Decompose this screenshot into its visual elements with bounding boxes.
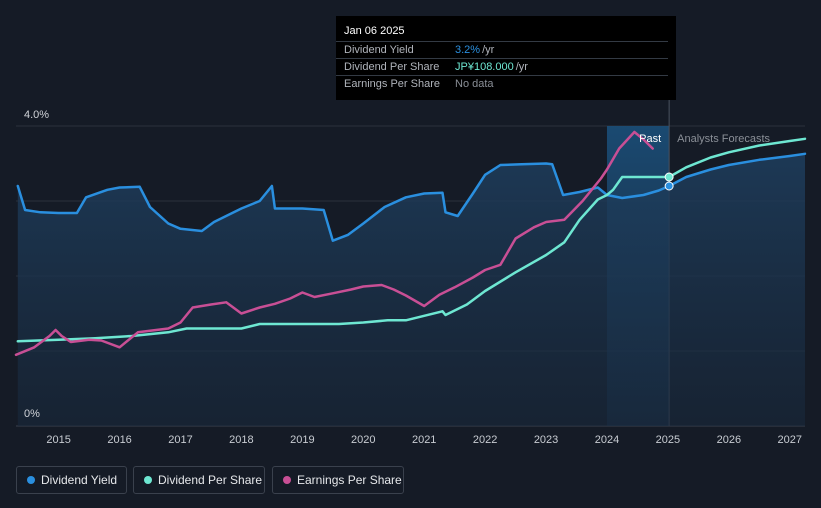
tooltip-row-earnings-per-share: Earnings Per Share No data (336, 75, 668, 93)
legend-dot-icon (27, 476, 35, 484)
highlight-point (664, 172, 674, 182)
legend-label: Earnings Per Share (297, 473, 402, 487)
x-tick-label: 2016 (107, 434, 131, 446)
tooltip-label: Dividend Per Share (344, 61, 440, 73)
y-tick-label: 0% (24, 408, 40, 420)
y-tick-label: 4.0% (24, 109, 49, 121)
x-tick-label: 2023 (534, 434, 558, 446)
series-area-dividend-yield (17, 153, 806, 427)
x-tick-label: 2027 (778, 434, 802, 446)
x-tick-label: 2015 (46, 434, 70, 446)
series-line-dividend-yield (16, 152, 807, 242)
x-tick-label: 2026 (717, 434, 741, 446)
tooltip-row-dividend-per-share: Dividend Per Share JP¥108.000/yr (336, 58, 668, 76)
series-line-dividend-per-share (16, 137, 807, 343)
tooltip-value: 3.2%/yr (455, 44, 495, 56)
tooltip-value: JP¥108.000/yr (455, 61, 528, 73)
tooltip-date: Jan 06 2025 (344, 25, 405, 37)
x-tick-label: 2024 (595, 434, 619, 446)
highlight-point (664, 181, 674, 191)
x-tick-label: 2022 (473, 434, 497, 446)
x-tick-label: 2021 (412, 434, 436, 446)
legend-label: Dividend Per Share (158, 473, 263, 487)
x-tick-label: 2017 (168, 434, 192, 446)
x-tick-label: 2018 (229, 434, 253, 446)
tooltip-value: No data (455, 78, 494, 90)
x-tick-label: 2019 (290, 434, 314, 446)
legend-dot-icon (283, 476, 291, 484)
legend-label: Dividend Yield (41, 473, 118, 487)
legend-dot-icon (144, 476, 152, 484)
series-line-earnings-per-share (14, 130, 654, 357)
tooltip-label: Earnings Per Share (344, 78, 440, 90)
legend-item-dividend-yield[interactable]: Dividend Yield (16, 466, 127, 494)
region-label-forecast: Analysts Forecasts (677, 133, 770, 145)
x-tick-label: 2025 (656, 434, 680, 446)
tooltip-label: Dividend Yield (344, 44, 414, 56)
tooltip: Jan 06 2025 Dividend Yield 3.2%/yr Divid… (336, 16, 676, 100)
region-label-past: Past (639, 133, 661, 145)
tooltip-row-dividend-yield: Dividend Yield 3.2%/yr (336, 41, 668, 59)
legend-item-dividend-per-share[interactable]: Dividend Per Share (133, 466, 265, 494)
legend-item-earnings-per-share[interactable]: Earnings Per Share (272, 466, 404, 494)
x-tick-label: 2020 (351, 434, 375, 446)
